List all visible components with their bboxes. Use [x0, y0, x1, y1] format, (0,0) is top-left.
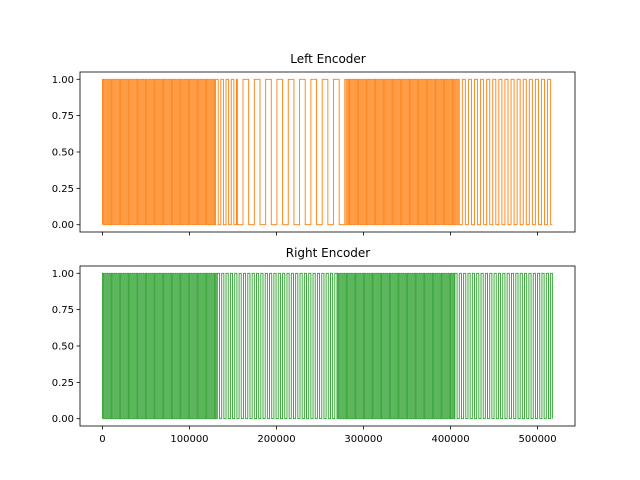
- right-encoder-xtick-label: 500000: [518, 434, 556, 445]
- right-encoder-ytick-label: 0.75: [52, 305, 74, 316]
- right-encoder-ytick-label: 0.50: [52, 342, 74, 353]
- right-encoder-xtick-label: 100000: [170, 434, 208, 445]
- right-encoder-xtick-label: 400000: [431, 434, 469, 445]
- right-encoder-ytick-label: 0.00: [52, 414, 74, 425]
- right-encoder-signal-line: [102, 272, 553, 420]
- left-encoder-panel: Left Encoder 0.00 0.25 0.50 0.75 1.00: [52, 52, 576, 236]
- left-encoder-signal-line: [102, 78, 553, 226]
- right-encoder-xtick-label: 0: [99, 434, 105, 445]
- right-encoder-panel: Right Encoder 0.00 0.25 0.50 0.75 1.00 0…: [52, 246, 576, 445]
- right-encoder-y-axis: 0.00 0.25 0.50 0.75 1.00: [52, 269, 80, 425]
- left-encoder-title: Left Encoder: [290, 52, 366, 66]
- left-encoder-y-axis: 0.00 0.25 0.50 0.75 1.00: [52, 75, 80, 231]
- right-encoder-x-axis: 0 100000 200000 300000 400000 500000: [99, 426, 557, 445]
- left-encoder-ytick-label: 0.75: [52, 111, 74, 122]
- right-encoder-xtick-label: 300000: [344, 434, 382, 445]
- left-encoder-x-axis: [102, 232, 538, 236]
- left-encoder-ytick-label: 0.00: [52, 220, 74, 231]
- right-encoder-xtick-label: 200000: [257, 434, 295, 445]
- left-encoder-ytick-label: 0.25: [52, 184, 74, 195]
- left-encoder-ytick-label: 0.50: [52, 148, 74, 159]
- left-encoder-ytick-label: 1.00: [52, 75, 74, 86]
- right-encoder-ytick-label: 1.00: [52, 269, 74, 280]
- right-encoder-ytick-label: 0.25: [52, 378, 74, 389]
- right-encoder-title: Right Encoder: [286, 246, 371, 260]
